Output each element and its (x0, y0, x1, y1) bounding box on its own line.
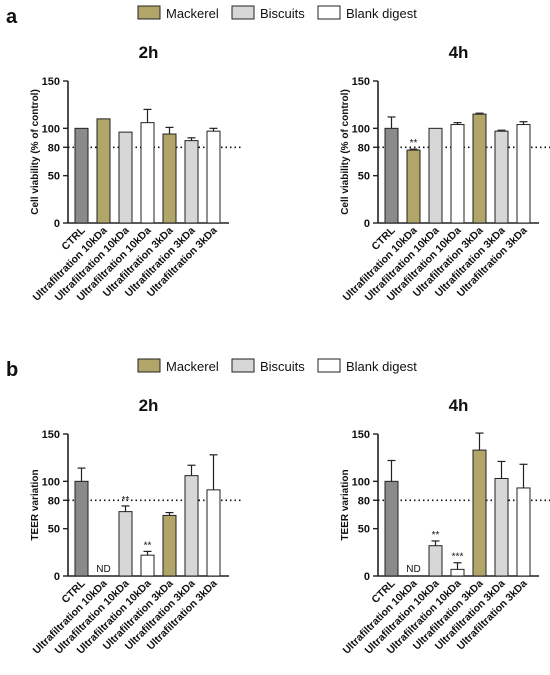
y-tick-label: 150 (42, 429, 60, 441)
y-tick-label: 100 (352, 476, 370, 488)
bar (450, 568, 465, 577)
y-tick-label: 100 (352, 123, 370, 135)
legend-swatch (231, 5, 255, 20)
bar (74, 127, 89, 224)
bar (140, 554, 155, 577)
y-tick-label: 0 (54, 218, 60, 230)
bar (118, 511, 133, 577)
significance-label: *** (452, 552, 464, 563)
y-tick-label: 50 (48, 524, 60, 536)
bar (472, 113, 487, 224)
panel-label: b (6, 359, 18, 381)
y-axis-label: Cell viability (% of control) (340, 89, 351, 215)
panel-b: b Mackerel Biscuits Blank digest 2h TEER vari… (6, 358, 550, 657)
panel-a: a Mackerel Biscuits Blank digest 2h Cell viab… (6, 5, 550, 304)
y-tick-label: 0 (54, 571, 60, 583)
bar (384, 480, 399, 577)
bar (140, 122, 155, 224)
bar (516, 487, 531, 577)
bar (162, 133, 177, 224)
legend-label: Mackerel (166, 6, 219, 21)
bar (74, 480, 89, 577)
bar (516, 124, 531, 224)
y-tick-label: 150 (42, 76, 60, 88)
bar (118, 131, 133, 224)
y-tick-label: 0 (364, 218, 370, 230)
y-axis-label: TEER variation (30, 469, 41, 540)
bar (206, 130, 221, 224)
bar (406, 149, 421, 224)
significance-label: ND (96, 564, 110, 575)
bar (494, 477, 509, 577)
significance-label: ** (432, 530, 440, 541)
bar (162, 514, 177, 577)
chart-a-4h: 4h Cell viability (% of control) 0 50 80 100 1… (340, 43, 550, 304)
significance-label: ND (406, 564, 420, 575)
y-axis-label: TEER variation (340, 469, 351, 540)
bar (206, 489, 221, 577)
y-tick-label: 80 (48, 495, 60, 507)
legend-swatch (231, 358, 255, 373)
y-tick-label: 80 (358, 495, 370, 507)
y-tick-label: 0 (364, 571, 370, 583)
legend-swatch (137, 358, 161, 373)
y-tick-label: 80 (48, 142, 60, 154)
legend-label: Blank digest (346, 6, 417, 21)
bar (450, 124, 465, 224)
legend-label: Mackerel (166, 359, 219, 374)
bar (494, 130, 509, 224)
y-axis-label: Cell viability (% of control) (30, 89, 41, 215)
bar (428, 545, 443, 577)
bar (384, 127, 399, 224)
y-tick-label: 150 (352, 76, 370, 88)
significance-label: ** (410, 138, 418, 149)
significance-label: ** (122, 495, 130, 506)
bar (472, 449, 487, 577)
significance-label: ** (144, 540, 152, 551)
legend-swatch (317, 358, 341, 373)
legend-label: Biscuits (260, 6, 305, 21)
y-tick-label: 50 (48, 171, 60, 183)
y-tick-label: 50 (358, 171, 370, 183)
legend-label: Biscuits (260, 359, 305, 374)
bar (184, 475, 199, 577)
y-tick-label: 100 (42, 476, 60, 488)
chart-a-2h: 2h Cell viability (% of control) 0 50 80 100 1… (30, 43, 243, 304)
legend-swatch (137, 5, 161, 20)
legend-label: Blank digest (346, 359, 417, 374)
legend-swatch (317, 5, 341, 20)
y-tick-label: 150 (352, 429, 370, 441)
y-tick-label: 50 (358, 524, 370, 536)
bar (184, 140, 199, 224)
chart-title: 4h (449, 43, 469, 62)
chart-title: 4h (449, 396, 469, 415)
y-tick-label: 100 (42, 123, 60, 135)
chart-title: 2h (139, 396, 159, 415)
bar (428, 127, 443, 224)
bar (96, 118, 111, 224)
panel-label: a (6, 6, 18, 28)
y-tick-label: 80 (358, 142, 370, 154)
chart-title: 2h (139, 43, 159, 62)
